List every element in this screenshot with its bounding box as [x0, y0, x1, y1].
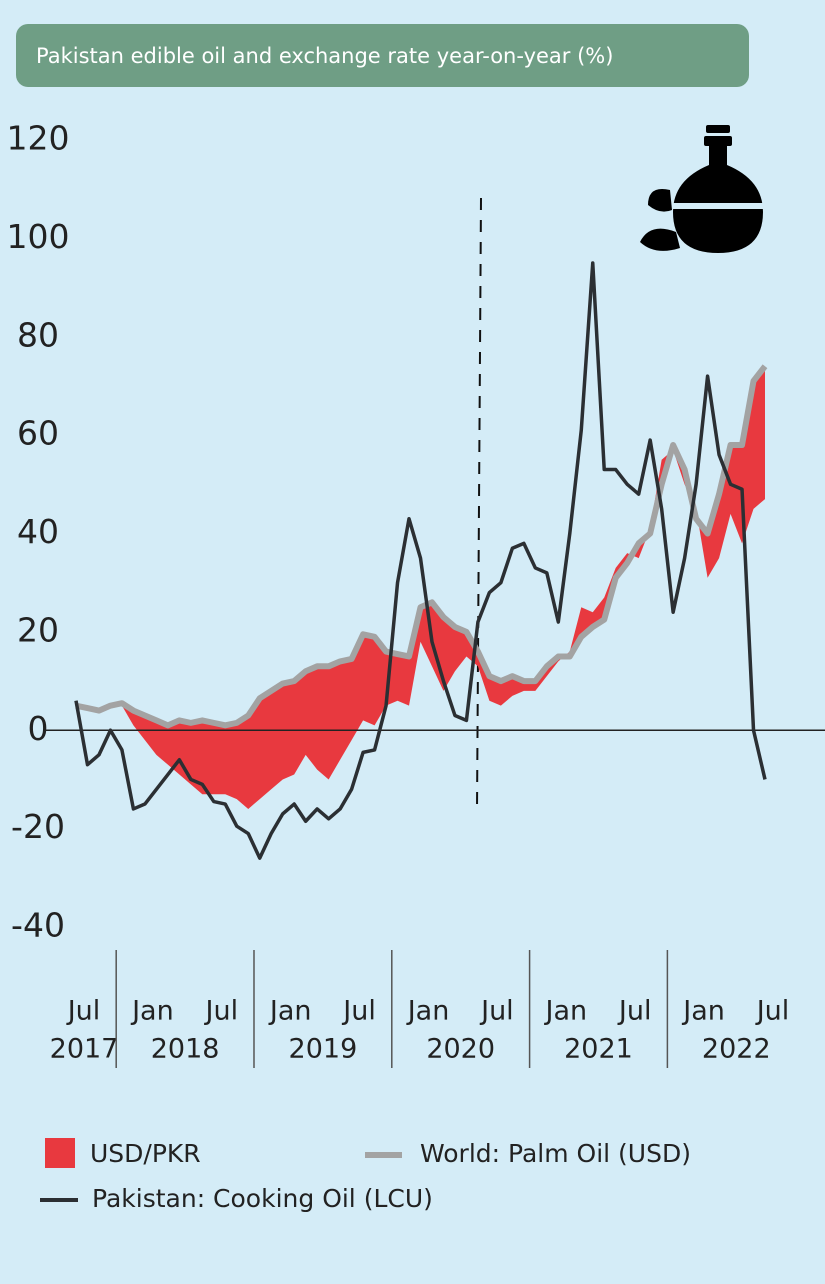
x-group-label: 2018	[151, 1034, 220, 1065]
line	[75, 364, 768, 729]
y-tick-label: -20	[11, 807, 65, 846]
x-tick-label: Jan	[406, 996, 450, 1027]
x-tick-label: Jan	[543, 996, 587, 1027]
x-tick-label: Jul	[66, 996, 101, 1027]
x-group-label: 2020	[426, 1034, 495, 1065]
legend-label: USD/PKR	[90, 1139, 201, 1168]
legend-label: World: Palm Oil (USD)	[420, 1139, 691, 1168]
y-tick-label: 40	[17, 512, 59, 551]
x-tick-label: Jul	[204, 996, 239, 1027]
oil-icon	[640, 125, 764, 253]
x-tick-label: Jul	[479, 996, 514, 1027]
x-group-label: 2017	[50, 1034, 119, 1065]
x-tick-label: Jul	[341, 996, 376, 1027]
y-tick-label: -40	[11, 906, 65, 945]
chart-title: Pakistan edible oil and exchange rate ye…	[36, 44, 613, 68]
legend-swatch	[45, 1138, 75, 1168]
x-tick-label: Jul	[617, 996, 652, 1027]
x-tick-label: Jan	[268, 996, 312, 1027]
y-tick-label: 0	[28, 709, 49, 748]
x-tick-label: Jul	[755, 996, 790, 1027]
y-tick-label: 60	[17, 414, 59, 453]
y-tick-label: 20	[17, 610, 59, 649]
title-box	[16, 24, 749, 87]
x-tick-label: Jan	[130, 996, 174, 1027]
x-tick-label: Jan	[681, 996, 725, 1027]
line	[74, 261, 767, 860]
legend-label: Pakistan: Cooking Oil (LCU)	[92, 1184, 433, 1213]
area	[76, 366, 765, 809]
x-group-label: 2021	[564, 1034, 633, 1065]
event-line	[476, 197, 482, 811]
x-group-label: 2022	[702, 1034, 771, 1065]
x-group-label: 2019	[289, 1034, 358, 1065]
y-tick-label: 120	[7, 119, 70, 158]
legend: USD/PKR World: Palm Oil (USD) Pakistan: …	[40, 1138, 691, 1213]
y-tick-label: 80	[17, 315, 59, 354]
y-tick-label: 100	[7, 217, 70, 256]
